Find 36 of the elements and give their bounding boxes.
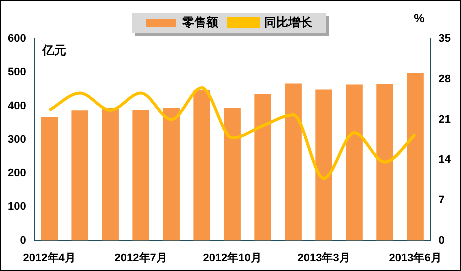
y2-tick-label: 28 [438,73,452,86]
bar [224,108,241,241]
y-tick-label: 500 [8,66,26,79]
y2-tick-label: 0 [438,234,445,247]
legend-label: 零售额 [182,15,220,30]
bar [316,90,332,241]
x-tick-label: 2013年3月 [298,251,350,264]
y-tick-label: 200 [8,168,26,180]
y2-tick-label: 7 [438,194,445,206]
y-axis-title: 亿元 [41,43,66,58]
x-tick-label: 2012年7月 [114,251,168,264]
bar [407,73,424,241]
legend-label: 同比增长 [264,15,314,30]
bar [194,90,210,241]
bar [346,84,363,241]
bar [254,94,272,241]
y-tick-label: 100 [8,201,26,214]
line-series [48,86,418,180]
y2-tick-label: 35 [438,33,452,46]
bar [376,84,394,241]
y-tick-label: 300 [8,134,26,146]
x-tick-label: 2013年6月 [389,251,442,264]
bar [102,108,119,241]
bar [132,110,150,241]
bar [41,117,58,241]
x-tick-label: 2012年10月 [203,251,262,264]
y2-axis-title: % [414,11,426,26]
bar [285,84,302,241]
bar [163,108,180,241]
y2-tick-label: 14 [438,154,452,166]
y-tick-label: 600 [8,33,26,46]
y2-tick-label: 21 [438,114,452,126]
y-tick-label: 400 [8,100,26,112]
bar [72,110,88,241]
y-tick-label: 0 [20,234,26,247]
x-tick-label: 2012年4月 [23,251,76,264]
